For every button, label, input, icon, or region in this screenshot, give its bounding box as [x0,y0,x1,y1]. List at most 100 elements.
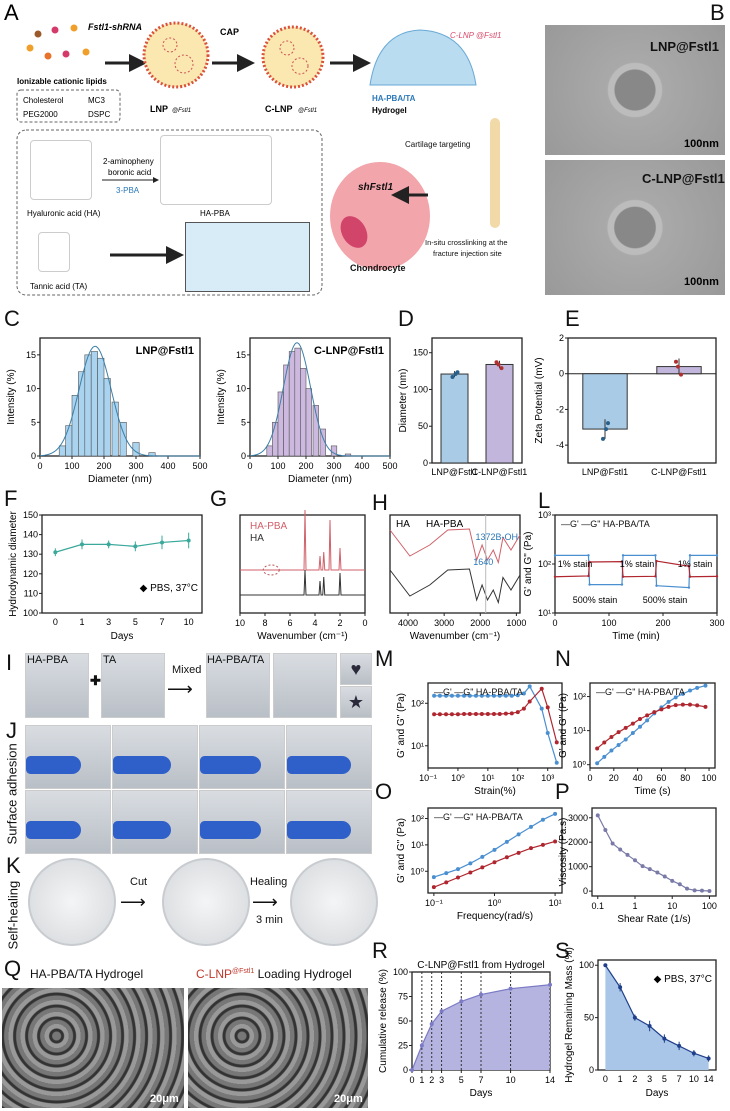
data-point [479,711,484,716]
annotation: 500% stain [573,595,618,605]
data-point [467,693,472,698]
x-tick-label: 10 [667,901,677,911]
glove-hand [26,756,81,774]
data-point [527,684,532,689]
chart-e: LNP@Fstl1 C-LNP@Fstl1 -4 -2 0 2 Zeta Potential… [534,333,717,477]
x-tick-label: 0.1 [592,901,605,911]
petri-dish-photo [162,858,250,946]
x-tick-label: 1000 [506,618,526,628]
vial-label: TA [103,654,117,666]
y-tick-label: 2 [559,333,564,343]
data-point [473,711,478,716]
reagent-abbrev: 3-PBA [116,186,140,195]
histogram-bar [312,405,319,457]
y-tick-label: 10⁰ [410,866,424,876]
y-tick-label: 5 [31,417,36,427]
data-point [509,693,514,698]
data-point [687,565,691,568]
y-tick-label: 10 [236,384,246,394]
y-tick-label: 0 [403,1065,408,1075]
data-point [553,554,557,557]
x-tick-label: 100 [702,901,717,911]
x-tick-label: 300 [709,618,724,628]
panel-label-j: J [6,718,17,743]
ta-label: Tannic acid (TA) [30,282,88,291]
histogram-bar [65,425,73,457]
x-tick-label: 100 [702,773,717,783]
x-tick-label: 0 [409,1075,414,1085]
data-point [638,716,642,721]
data-point [509,711,514,716]
data-point [160,540,164,545]
hydrogel-label: Hydrogel [372,106,407,115]
data-point [695,703,700,708]
y-tick-label: 10¹ [411,840,424,850]
data-point [429,1021,434,1026]
glove-hand [200,756,261,774]
y-tick-label: 50 [418,421,428,431]
sem-image-loaded-hydrogel [188,988,368,1108]
x-tick-label: 10⁰ [451,773,465,783]
x-axis-label: Time (min) [612,631,659,642]
legend-entry: HA-PBA [426,519,464,530]
data-point [455,867,460,872]
data-point [479,992,483,997]
data-point [707,888,712,893]
svg-text:@Fstl1: @Fstl1 [172,108,191,114]
x-tick-label: 0 [37,461,42,471]
panel-label-i: I [6,650,13,675]
series-line [604,964,709,1060]
panel-label-a: A [4,0,19,25]
data-point [80,542,84,547]
legend-entry: —G' —G" HA-PBA/TA [596,687,685,697]
data-point [604,427,608,432]
y-tick-label: 0 [241,451,246,461]
vial-photo-hapba [25,653,89,718]
annotation: 1640 [473,557,493,567]
data-point [595,813,600,818]
annotation: 1% stain [558,559,593,569]
tem-label: LNP@Fstl1 [650,39,720,54]
lipids-label: Ionizable cationic lipids [17,77,107,86]
x-axis-label: Days [470,1088,493,1099]
y-tick-label: 10³ [538,510,551,520]
x-tick-label: C-LNP@Fstl1 [651,467,707,477]
plot-frame [427,807,563,894]
x-axis-label: Days [646,1088,669,1099]
data-point [688,688,692,693]
data-point [410,1068,414,1072]
data-point [703,683,708,688]
chart-h: 4000 3000 2000 1000 Wavenumber (cm⁻¹) HA HA-PB… [389,514,526,642]
reagent-label: boronic acid [108,168,151,177]
data-point [553,811,558,816]
x-tick-label: 14 [704,1074,714,1084]
data-point [503,711,508,716]
series-line [596,685,706,764]
y-tick-label: 10² [573,692,586,702]
data-point [455,693,460,698]
x-tick-label: 300 [326,461,341,471]
y-tick-label: 10² [411,813,424,823]
x-tick-label: 1 [79,617,84,627]
x-tick-label: 20 [609,773,619,783]
reagent-label: 2-aminopheny [103,157,154,166]
data-point [685,886,690,891]
y-axis-label: Zeta Potential (mV) [534,357,545,443]
panel-label-n: N [555,646,571,671]
data-point [703,704,708,709]
legend-entry: —G' —G" HA-PBA/TA [434,812,523,822]
data-point [595,761,600,766]
data-point [623,737,628,742]
x-tick-label: 40 [633,773,643,783]
data-point [621,554,625,557]
data-point [595,746,600,751]
data-point [625,852,630,857]
data-point [706,1056,711,1061]
data-point [508,986,513,991]
glove-hand [113,821,171,839]
chart-l: 0 100 200 300 10¹ 10² 10³ Time (min) G' and G" (… [523,510,725,642]
healing-time: 3 min [256,914,283,926]
chart-c2: 0 100 200 300 400 500 0 5 10 15 Diameter (nm) Inten… [216,337,398,485]
sem-image-hydrogel [2,988,184,1108]
